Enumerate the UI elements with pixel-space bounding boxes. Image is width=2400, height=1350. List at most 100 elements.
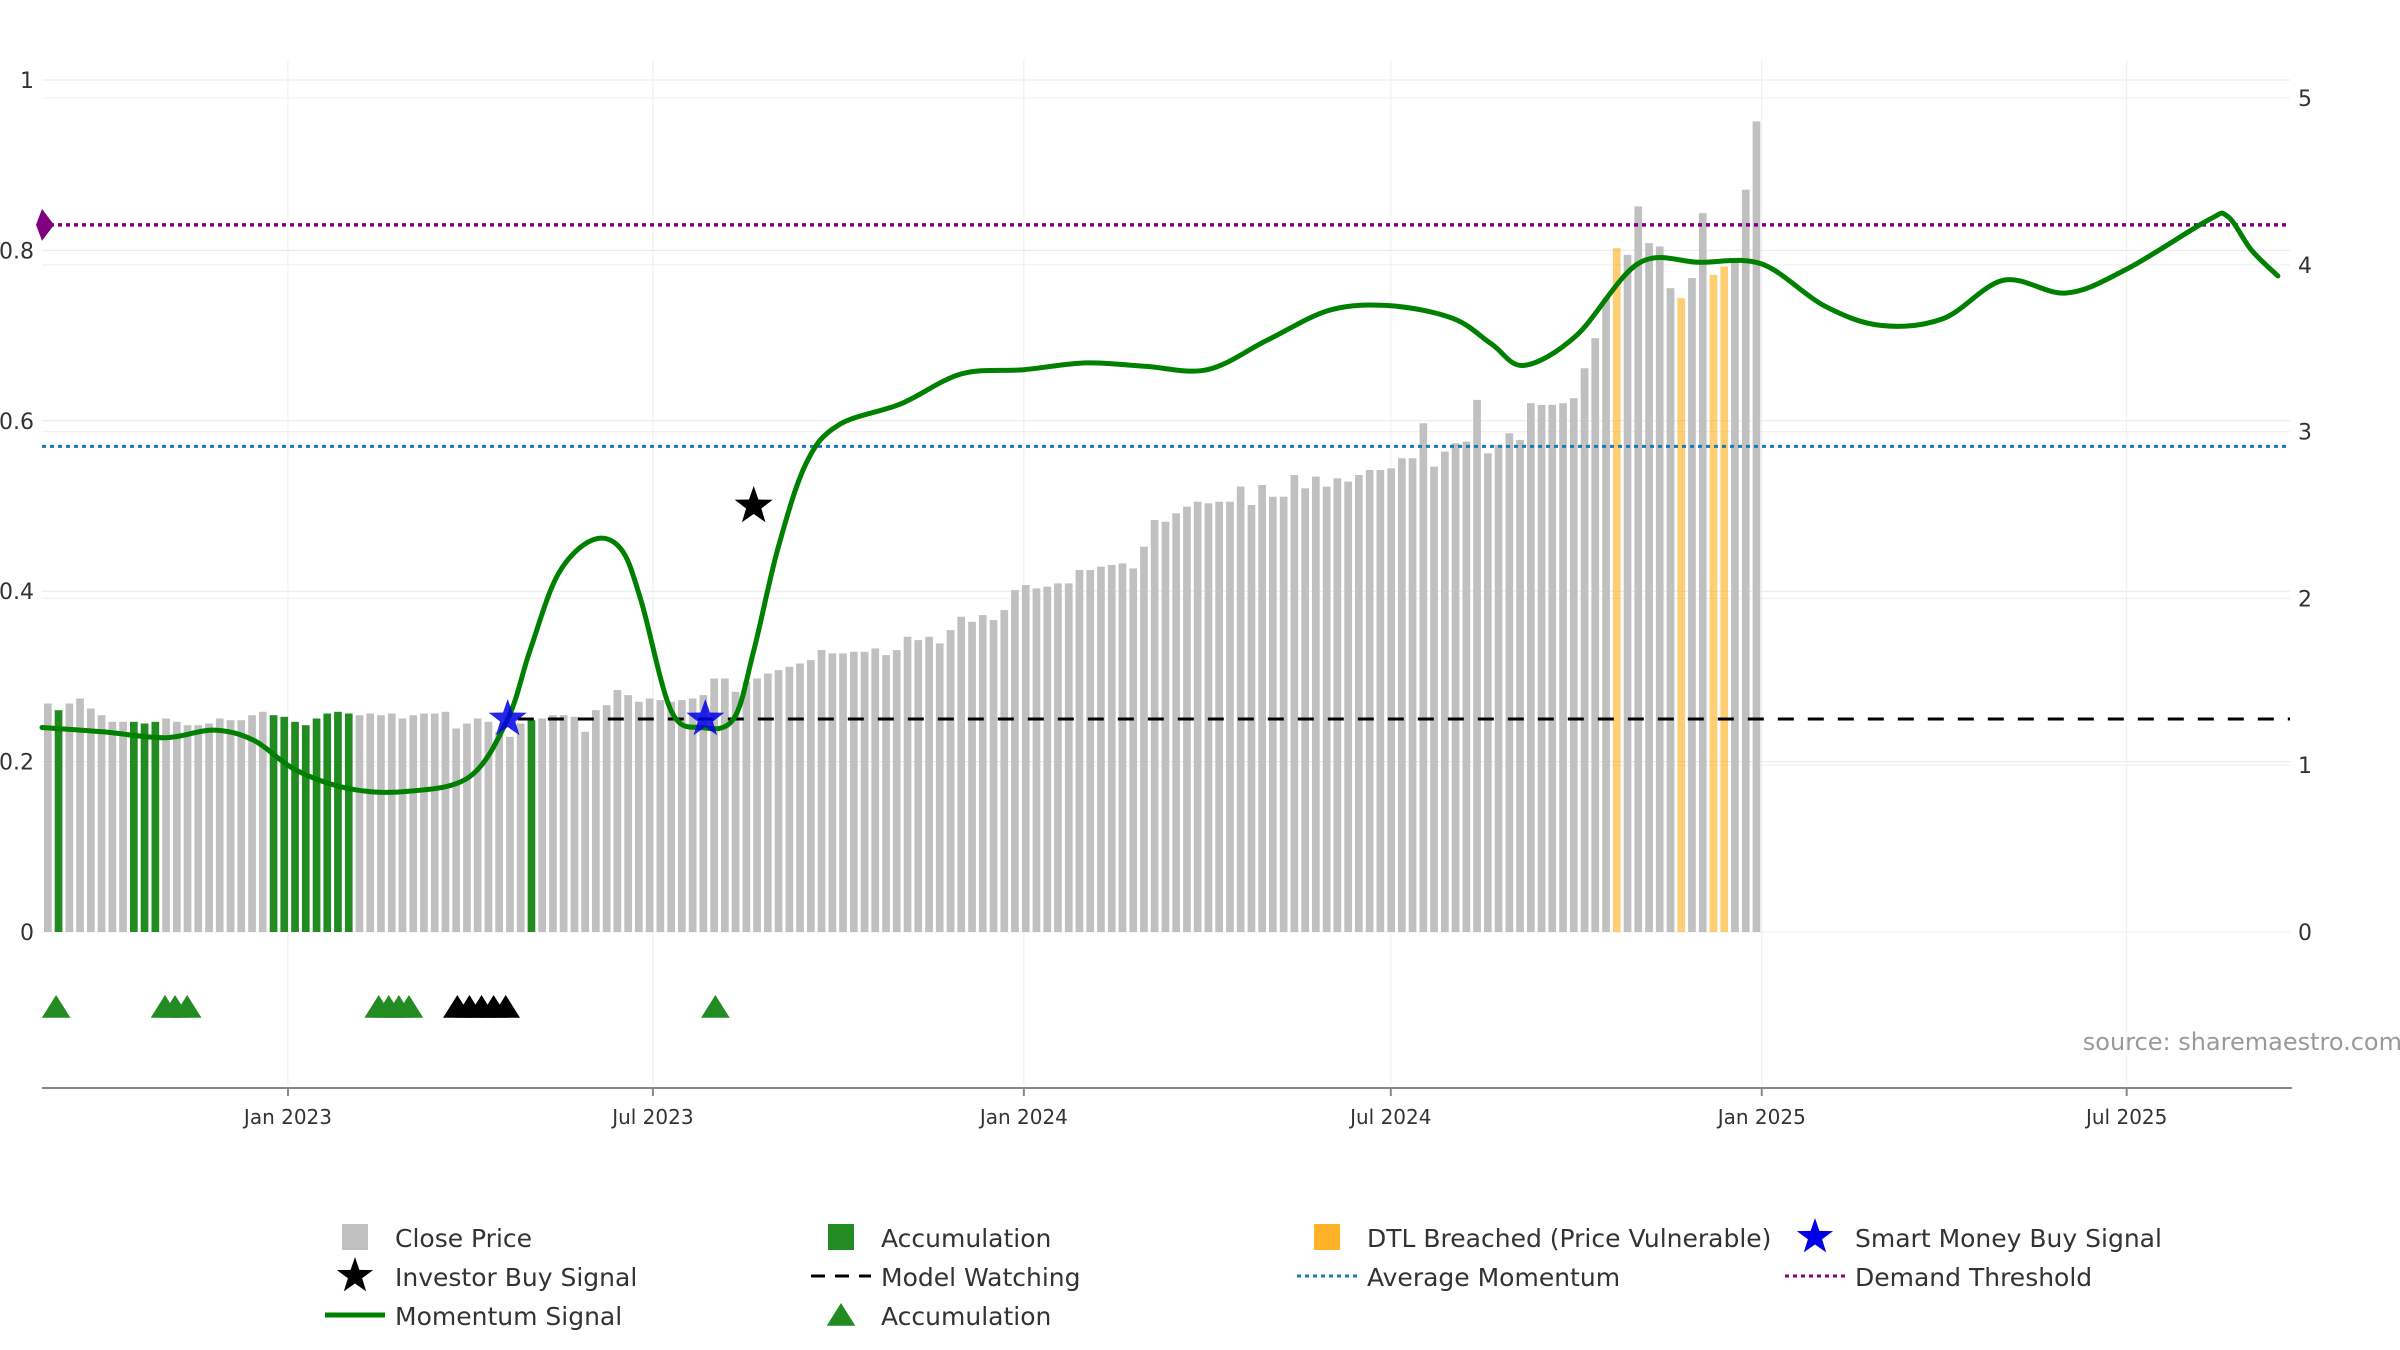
close-price-bar [1698,213,1707,933]
close-price-bar [430,713,439,932]
close-price-bar [968,621,976,932]
accumulation-bar [344,713,353,932]
close-price-bar [484,721,493,932]
close-price-bar [935,643,944,932]
close-price-bar [1484,453,1492,932]
close-price-bar [871,648,880,932]
close-price-bar [495,731,503,932]
close-price-bar [76,698,84,932]
close-price-bar [1301,488,1309,932]
close-price-bar [742,681,751,932]
close-price-bar [108,721,117,932]
legend-item-average_momentum: Average Momentum [1297,1263,1620,1292]
close-price-bar [688,698,697,932]
left-axis-tick-label: 0.8 [0,239,34,264]
accumulation-bar [130,721,138,932]
close-price-bar [785,666,794,932]
accumulation-bar [140,723,149,932]
close-price-bar [764,673,772,932]
left-axis-tick-label: 0.2 [0,751,34,776]
accumulation-bar [54,710,63,932]
close-price-bar [678,700,686,932]
close-price-bar [1129,568,1138,932]
close-price-bar [570,716,579,932]
close-price-bar [1312,476,1320,932]
close-price-bar [1258,485,1266,932]
close-price-bar [1279,496,1288,932]
close-price-bar [914,640,923,932]
momentum-signal-line [39,210,2281,795]
dtl-breached-bar [1612,248,1621,933]
legend-label: Model Watching [881,1263,1081,1292]
close-price-bar [581,731,589,932]
legend-star-icon [336,1257,374,1292]
close-price-bar [978,615,987,932]
close-price-bar [97,715,106,932]
x-axis-tick-label: Jul 2023 [610,1105,693,1129]
accumulation-triangle-marker [701,995,730,1018]
close-price-bar [1021,585,1030,932]
dtl-breached-bar [1677,298,1686,932]
close-price-bar [774,670,783,932]
close-price-bar [1441,451,1449,932]
close-price-bar [398,718,407,932]
close-price-bar [1355,475,1363,932]
close-price-bar [721,678,729,932]
legend-swatch-dtl [1314,1224,1340,1250]
close-price-bar [731,691,740,932]
accumulation-bar [312,718,321,932]
right-axis-tick-label: 1 [2298,754,2312,779]
close-price-bar [1107,565,1116,932]
close-price-bar [1580,368,1589,932]
close-price-bar [1333,478,1342,932]
close-price-bar [1430,466,1438,932]
signal-markers [488,486,773,736]
close-price-bar [1269,496,1277,932]
close-price-bar [1086,570,1095,932]
close-price-bar [1172,513,1180,932]
close-price-bar [892,650,901,932]
close-price-bar [860,651,869,932]
close-price-bar [162,718,170,932]
close-price-bar [1387,468,1395,932]
accumulation-triangle-marker [41,995,71,1018]
legend-label: Momentum Signal [395,1302,622,1331]
close-price-bar [1000,610,1009,932]
close-price-bar [807,660,815,932]
close-price-bar [452,728,460,932]
close-price-bar [1655,246,1664,932]
close-price-bar [1376,470,1385,932]
accumulation-bar [334,711,342,932]
close-price-bar [624,695,632,932]
legend-item-smart_money: Smart Money Buy Signal [1796,1218,2162,1253]
close-price-bar [1365,470,1374,932]
x-axis-tick-label: Jan 2023 [242,1105,332,1129]
legend-label: DTL Breached (Price Vulnerable) [1367,1224,1771,1253]
close-price-bar [1634,206,1643,932]
accumulation-triangle-marker [172,995,202,1018]
close-price-bar [366,713,375,932]
close-price-bar [1118,563,1127,932]
legend-item-close_price: Close Price [342,1224,532,1253]
close-price-bar [882,655,890,932]
close-price-bar [387,713,396,932]
close-price-bar [645,698,654,932]
legend-item-dtl: DTL Breached (Price Vulnerable) [1314,1224,1771,1253]
watch-triangle-marker [491,995,521,1018]
accumulation-bar [291,721,299,932]
accumulation-bar [151,721,160,932]
close-price-bar [1505,433,1514,932]
close-price-bar [248,715,256,932]
accumulation-bar [269,715,278,932]
accumulation-bar [301,725,310,932]
left-axis-tick-label: 0.6 [0,410,34,435]
right-axis-tick-label: 0 [2298,921,2312,946]
close-price-bar [1666,288,1675,932]
close-price-bar [1645,243,1653,933]
axes: 0 0.2 0.4 0.6 0.8 1 0 1 2 3 4 5 Jan 2023 Jul 2023 Jan … [0,69,2312,1129]
close-price-bar [1451,443,1460,932]
close-price-bar [549,715,557,932]
close-price-bar [850,651,858,932]
left-axis-tick-label: 0.4 [0,580,34,605]
close-price-bar [1075,570,1084,932]
